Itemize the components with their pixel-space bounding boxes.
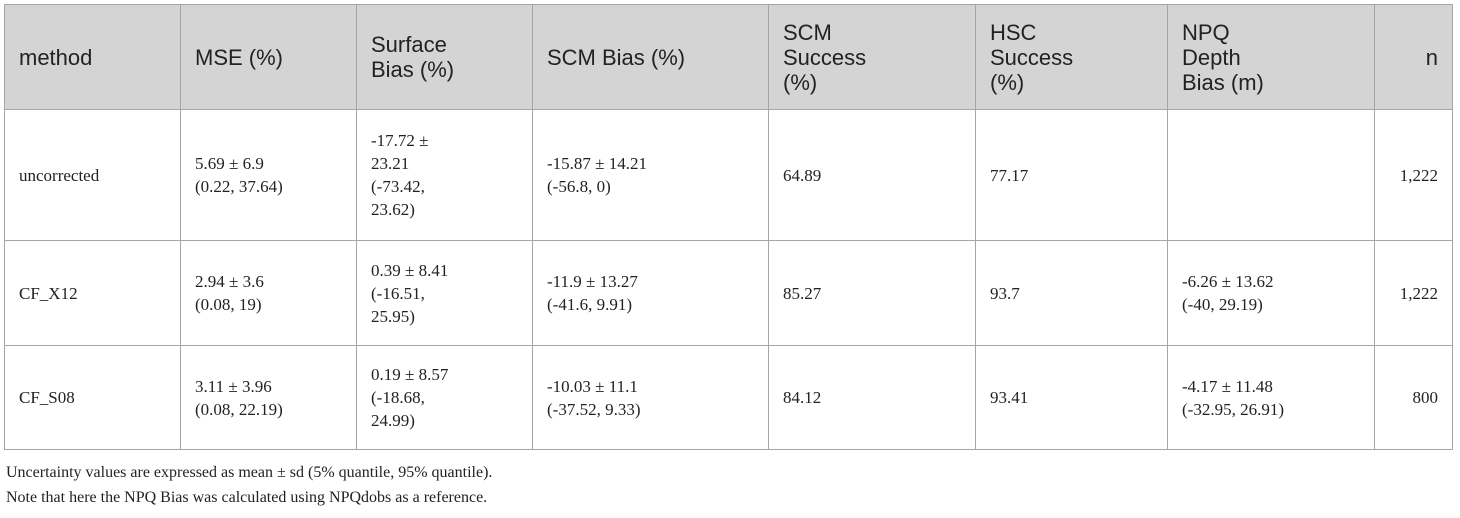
cell-surface-bias: -17.72 ± 23.21 (-73.42, 23.62)	[356, 109, 533, 241]
cell-n: 1,222	[1374, 109, 1453, 241]
results-table: method MSE (%) Surface Bias (%) SCM Bias…	[4, 4, 1453, 450]
table-row-uncorrected: uncorrected 5.69 ± 6.9 (0.22, 37.64) -17…	[4, 109, 1453, 241]
cell-hsc-success: 93.7	[975, 240, 1168, 346]
header-scm-bias: SCM Bias (%)	[532, 4, 769, 110]
header-method: method	[4, 4, 181, 110]
cell-method: uncorrected	[4, 109, 181, 241]
cell-npq-depth-bias: -6.26 ± 13.62 (-40, 29.19)	[1167, 240, 1375, 346]
header-row: method MSE (%) Surface Bias (%) SCM Bias…	[4, 4, 1453, 110]
cell-method: CF_S08	[4, 345, 181, 450]
cell-surface-bias: 0.19 ± 8.57 (-18.68, 24.99)	[356, 345, 533, 450]
header-n: n	[1374, 4, 1453, 110]
cell-n: 1,222	[1374, 240, 1453, 346]
header-surface-bias: Surface Bias (%)	[356, 4, 533, 110]
cell-mse: 2.94 ± 3.6 (0.08, 19)	[180, 240, 357, 346]
cell-n: 800	[1374, 345, 1453, 450]
cell-hsc-success: 77.17	[975, 109, 1168, 241]
cell-surface-bias: 0.39 ± 8.41 (-16.51, 25.95)	[356, 240, 533, 346]
table-footnotes: Uncertainty values are expressed as mean…	[6, 460, 492, 510]
table-row-cf-x12: CF_X12 2.94 ± 3.6 (0.08, 19) 0.39 ± 8.41…	[4, 240, 1453, 346]
footnote-npq-reference: Note that here the NPQ Bias was calculat…	[6, 489, 488, 506]
cell-scm-bias: -10.03 ± 11.1 (-37.52, 9.33)	[532, 345, 769, 450]
cell-scm-success: 85.27	[768, 240, 976, 346]
footnote-uncertainty: Uncertainty values are expressed as mean…	[6, 464, 493, 481]
cell-scm-bias: -11.9 ± 13.27 (-41.6, 9.91)	[532, 240, 769, 346]
cell-mse: 5.69 ± 6.9 (0.22, 37.64)	[180, 109, 357, 241]
cell-scm-success: 64.89	[768, 109, 976, 241]
cell-npq-depth-bias: -4.17 ± 11.48 (-32.95, 26.91)	[1167, 345, 1375, 450]
cell-mse: 3.11 ± 3.96 (0.08, 22.19)	[180, 345, 357, 450]
cell-npq-depth-bias	[1167, 109, 1375, 241]
results-table-container: method MSE (%) Surface Bias (%) SCM Bias…	[4, 4, 1453, 450]
cell-scm-bias: -15.87 ± 14.21 (-56.8, 0)	[532, 109, 769, 241]
table-row-cf-s08: CF_S08 3.11 ± 3.96 (0.08, 22.19) 0.19 ± …	[4, 345, 1453, 450]
header-hsc-success: HSC Success (%)	[975, 4, 1168, 110]
header-scm-success: SCM Success (%)	[768, 4, 976, 110]
cell-hsc-success: 93.41	[975, 345, 1168, 450]
header-mse: MSE (%)	[180, 4, 357, 110]
header-npq-depth-bias: NPQ Depth Bias (m)	[1167, 4, 1375, 110]
cell-scm-success: 84.12	[768, 345, 976, 450]
cell-method: CF_X12	[4, 240, 181, 346]
